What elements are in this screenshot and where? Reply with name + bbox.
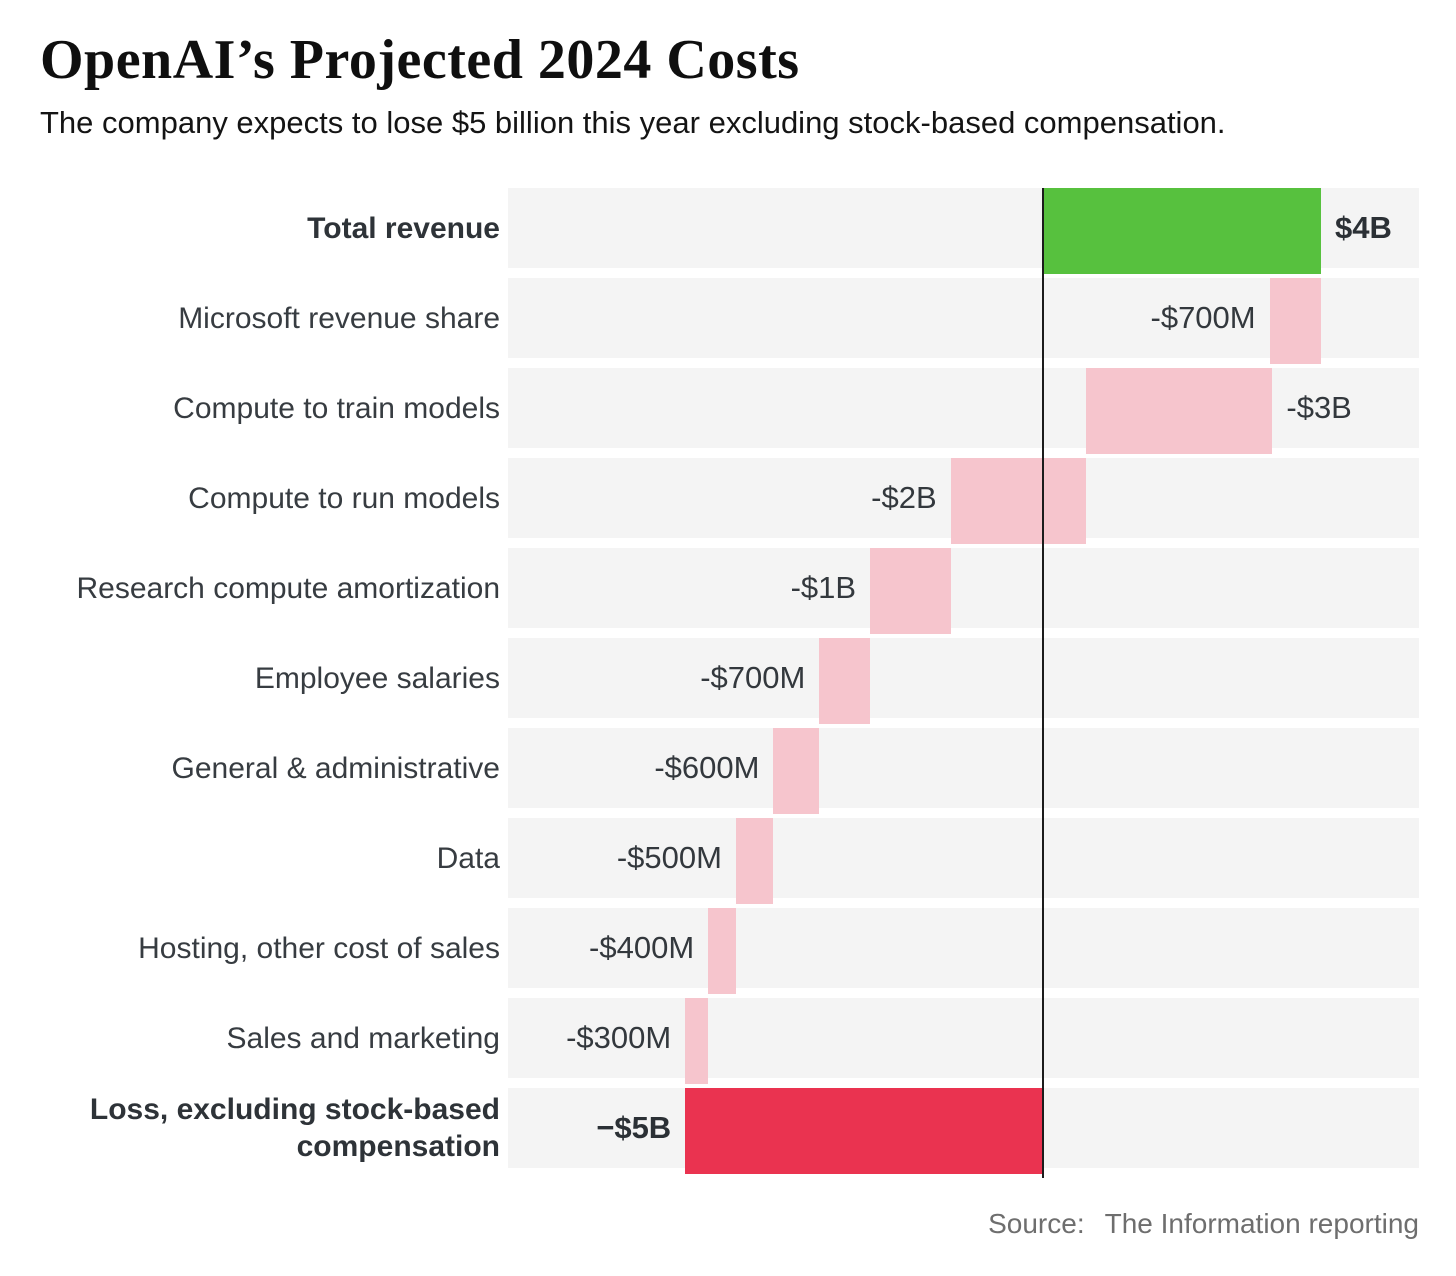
chart-row: Loss, excluding stock-based compensation… <box>40 1088 1419 1178</box>
category-label: Compute to run models <box>188 481 500 515</box>
row-track: $4B <box>508 188 1419 278</box>
value-label: -$600M <box>654 750 760 786</box>
row-track: -$600M <box>508 728 1419 818</box>
source-note: Source: The Information reporting <box>40 1208 1419 1240</box>
chart-row: Microsoft revenue share -$700M <box>40 278 1419 368</box>
source-label: Source: <box>988 1208 1085 1240</box>
value-label: -$1B <box>790 570 857 606</box>
row-band <box>508 818 1419 899</box>
waterfall-bar <box>1269 278 1321 365</box>
chart-row: Data -$500M <box>40 818 1419 908</box>
category-label: Microsoft revenue share <box>178 301 500 335</box>
category-label: Hosting, other cost of sales <box>138 931 500 965</box>
value-label: −$5B <box>596 1110 672 1146</box>
source-text: The Information reporting <box>1104 1208 1419 1240</box>
waterfall-bar <box>708 908 736 995</box>
category-label: Compute to train models <box>173 391 500 425</box>
category-label: Employee salaries <box>254 661 500 695</box>
row-track: -$2B <box>508 458 1419 548</box>
waterfall-bar <box>870 548 951 635</box>
value-label: -$700M <box>700 660 806 696</box>
chart-row: Research compute amortization -$1B <box>40 548 1419 638</box>
chart-row: Compute to train models -$3B <box>40 368 1419 458</box>
row-track: -$700M <box>508 278 1419 368</box>
waterfall-bar <box>773 728 820 815</box>
value-label: -$3B <box>1286 390 1352 426</box>
row-band <box>508 638 1419 719</box>
row-band <box>508 728 1419 809</box>
chart-row: Compute to run models -$2B <box>40 458 1419 548</box>
waterfall-bar <box>819 638 871 725</box>
category-label: Total revenue <box>307 211 500 245</box>
chart-row: Employee salaries -$700M <box>40 638 1419 728</box>
row-track: -$3B <box>508 368 1419 458</box>
value-label: -$400M <box>589 930 695 966</box>
row-track: -$500M <box>508 818 1419 908</box>
value-label: -$2B <box>871 480 937 516</box>
chart-row: General & administrative -$600M <box>40 728 1419 818</box>
row-band <box>508 998 1419 1079</box>
row-track: -$1B <box>508 548 1419 638</box>
chart-subtitle: The company expects to lose $5 billion t… <box>40 104 1226 140</box>
waterfall-chart: Total revenue $4B Microsoft revenue share -… <box>40 188 1419 1179</box>
waterfall-bar <box>1043 188 1322 275</box>
chart-row: Total revenue $4B <box>40 188 1419 278</box>
waterfall-bar <box>685 998 709 1085</box>
waterfall-bar <box>685 1088 1044 1175</box>
category-label: Sales and marketing <box>226 1021 501 1055</box>
value-label: $4B <box>1335 210 1392 246</box>
category-label: Data <box>436 841 500 875</box>
chart-row: Sales and marketing -$300M <box>40 998 1419 1088</box>
waterfall-bar <box>735 818 774 905</box>
value-label: -$300M <box>566 1020 672 1056</box>
row-track: -$300M <box>508 998 1419 1088</box>
waterfall-bar <box>950 458 1087 545</box>
waterfall-bar <box>1086 368 1273 455</box>
chart-title: OpenAI’s Projected 2024 Costs <box>40 29 800 91</box>
row-track: -$400M <box>508 908 1419 998</box>
category-label: Research compute amortization <box>76 571 500 605</box>
chart-rows: Total revenue $4B Microsoft revenue share -… <box>40 188 1419 1178</box>
row-band <box>508 278 1419 359</box>
row-band <box>508 908 1419 989</box>
row-band <box>508 548 1419 629</box>
row-track: −$5B <box>508 1088 1419 1178</box>
value-label: -$700M <box>1150 300 1256 336</box>
row-track: -$700M <box>508 638 1419 728</box>
category-label: Loss, excluding stock-based compensation <box>89 1092 500 1164</box>
value-label: -$500M <box>616 840 722 876</box>
category-label: General & administrative <box>171 751 500 785</box>
chart-row: Hosting, other cost of sales -$400M <box>40 908 1419 998</box>
row-band <box>508 368 1419 449</box>
